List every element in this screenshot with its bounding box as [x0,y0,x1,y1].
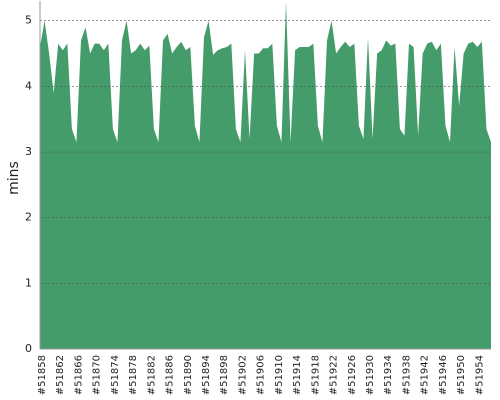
x-tick-label: #51874 [110,355,121,395]
y-tick-label: 1 [25,276,32,289]
x-tick-label: #51866 [73,355,84,395]
y-tick-label: 3 [25,145,32,158]
x-tick-label: #51926 [347,355,358,395]
x-tick-label: #51882 [146,355,157,395]
x-tick-label: #51922 [329,355,340,395]
y-axis-label: mins [6,161,22,195]
x-tick-label: #51938 [401,355,412,395]
x-tick-label: #51858 [37,355,48,395]
x-tick-label: #51902 [237,355,248,395]
x-tick-label: #51898 [219,355,230,395]
y-tick-label: 2 [25,211,32,224]
x-tick-label: #51914 [292,355,303,395]
x-tick-label: #51934 [383,355,394,395]
area [40,1,491,349]
x-tick-label: #51930 [365,355,376,395]
x-tick-label: #51862 [55,355,66,395]
x-tick-label: #51894 [201,355,212,395]
y-tick-label: 5 [25,14,32,27]
x-tick-label: #51910 [274,355,285,395]
x-tick-label: #51870 [92,355,103,395]
x-tick-label: #51886 [165,355,176,395]
x-tick-label: #51942 [420,355,431,395]
x-tick-label: #51954 [474,355,485,395]
x-tick-label: #51906 [256,355,267,395]
x-tick-label: #51946 [438,355,449,395]
x-tick-label: #51890 [183,355,194,395]
x-tick-label: #51950 [456,355,467,395]
x-tick-label: #51878 [128,355,139,395]
y-tick-label: 0 [25,342,32,355]
x-tick-label: #51918 [310,355,321,395]
y-tick-label: 4 [25,79,32,92]
